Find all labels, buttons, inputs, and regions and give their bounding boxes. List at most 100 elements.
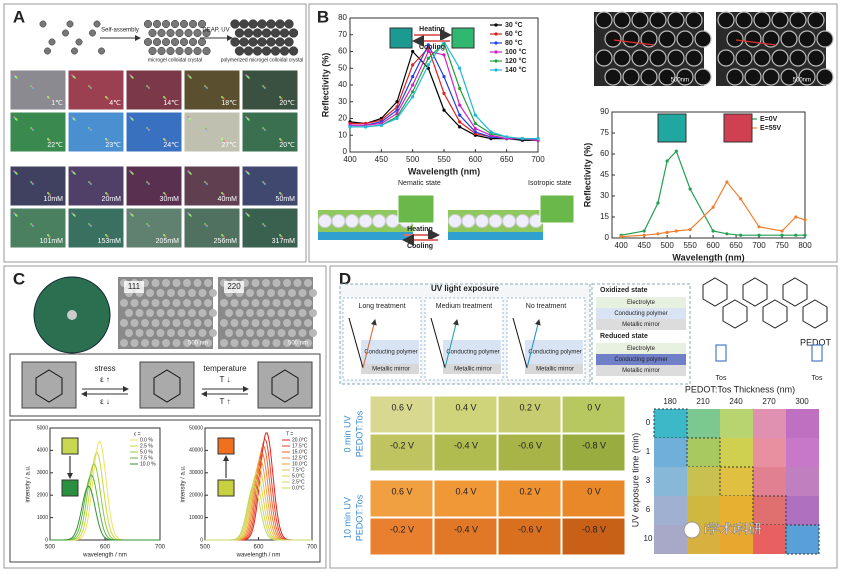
speckle [148,183,150,185]
watermark-icon [683,521,701,539]
sulfonate [715,344,727,362]
label: 600 [100,545,111,551]
label: T ↑ [220,397,231,406]
label: 20.0°C [292,437,308,443]
bead [283,279,291,287]
speckle [90,87,92,89]
label: 500 [200,545,211,551]
point [489,130,493,134]
speckle [190,215,192,217]
hexagon [153,369,181,403]
speckle [206,225,208,227]
pore [816,68,834,86]
bead [251,339,260,347]
label: Isotropic state [528,180,572,187]
label: A [13,7,25,26]
point [442,91,446,95]
bead [141,319,149,327]
bead [177,329,186,337]
point [395,111,399,116]
inset [539,194,575,224]
pore [807,49,825,67]
color-tile [561,395,626,434]
bead [230,339,239,347]
label: 20mM [102,196,122,203]
bead [120,339,128,347]
color-swatch [217,437,235,455]
label: 2.5 % [140,443,153,449]
label: 0 [45,537,48,543]
color-tile [433,517,498,556]
speckle [49,140,51,142]
label: 0.0 % [140,437,153,443]
pore [789,49,807,67]
point [757,233,761,237]
lattice [257,361,313,409]
point [725,232,729,236]
color-tile [369,395,434,434]
label: 30 [338,97,347,106]
bead [293,339,302,347]
color-swatch [451,27,475,49]
label: 5.0 % [140,449,153,455]
speckle [281,194,283,196]
pore [676,68,694,86]
pore [771,11,789,29]
particle [284,37,294,47]
point [458,125,462,129]
speckle [16,173,18,175]
panel-tag [8,6,30,28]
mirror-layer [361,364,419,374]
label: 500 [45,545,56,551]
label: 80 °C [505,39,523,47]
color-tile [369,433,434,472]
label: Heating [407,226,433,233]
speckle [165,236,167,238]
bead [220,339,228,347]
speckle [16,215,18,217]
label: Nematic state [398,180,441,187]
wafer-center [67,310,77,320]
sub-frame [9,353,321,417]
pore [595,11,613,29]
speckle [281,236,283,238]
bead [172,299,181,307]
speckle [264,87,266,89]
point [426,63,430,67]
label: -0.6 V [518,524,542,534]
label: C [13,269,25,288]
color-tile [433,395,498,434]
bead [304,299,312,307]
point [665,230,669,234]
particle [93,20,101,28]
bead [272,279,281,287]
panel-tag [312,6,334,28]
pore [717,49,735,67]
particle [257,19,267,29]
label: 15 [600,212,609,221]
photo [9,111,67,153]
point [411,75,415,79]
particle [39,20,47,28]
speckle [248,215,250,217]
label: 45 [600,170,609,179]
label: 3 [646,476,651,485]
particle [279,46,290,56]
speckle [107,236,109,238]
pore [613,49,631,67]
label: -0.2 V [390,440,414,450]
label: -0.4 V [454,440,478,450]
sphere [372,214,386,228]
label: 5000 [37,425,48,431]
ring [762,299,788,329]
particle [248,37,258,47]
color-tile [433,479,498,518]
point [780,233,784,237]
particle [243,28,254,38]
color-tile [497,395,562,434]
bead [220,319,228,327]
particle [193,46,202,56]
label: Conducting polymer [364,350,417,356]
bead [235,329,244,337]
label: 1000 [37,515,48,521]
